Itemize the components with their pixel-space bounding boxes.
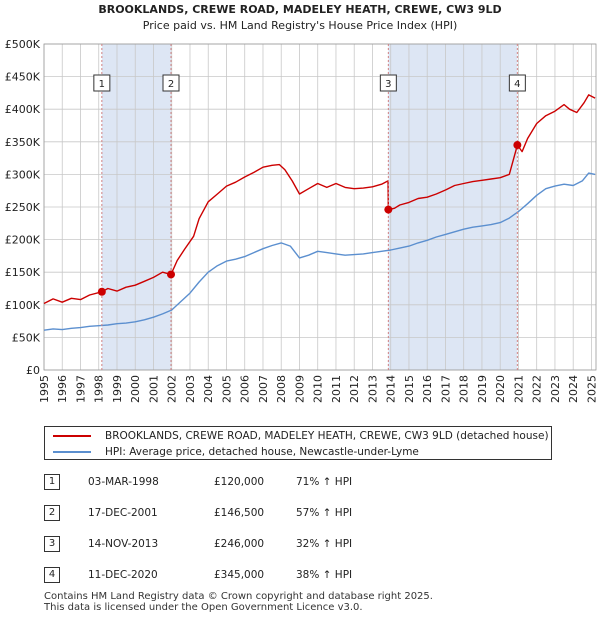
x-tick-label: 2024 <box>567 375 580 403</box>
x-tick-label: 2018 <box>458 375 471 403</box>
table-row: 1 03-MAR-1998 £120,000 71% ↑ HPI <box>44 474 444 492</box>
footer: Contains HM Land Registry data © Crown c… <box>44 591 433 613</box>
plot-frame <box>43 43 597 371</box>
chart-subtitle: Price paid vs. HM Land Registry's House … <box>143 19 458 32</box>
x-tick-label: 2022 <box>531 375 544 403</box>
sale-point <box>513 141 522 150</box>
x-tick-label: 2006 <box>239 375 252 403</box>
y-tick-label: £150K <box>5 266 41 279</box>
x-tick-label: 2010 <box>312 375 325 403</box>
sale-date: 14-NOV-2013 <box>88 538 159 550</box>
sale-hpi-change: 38% ↑ HPI <box>296 569 353 581</box>
series-line <box>43 94 596 305</box>
x-tick-label: 1999 <box>111 375 124 403</box>
x-tick-label: 2023 <box>549 375 562 403</box>
x-tick-label: 2020 <box>494 375 507 403</box>
sale-hpi-change: 32% ↑ HPI <box>296 538 353 550</box>
sale-hpi-change: 71% ↑ HPI <box>296 476 353 488</box>
sale-price: £345,000 <box>214 569 265 581</box>
x-tick-label: 2000 <box>129 375 142 403</box>
footer-licence: This data is licensed under the Open Gov… <box>44 602 363 613</box>
x-tick-label: 2013 <box>366 375 379 403</box>
y-tick-label: £400K <box>5 103 41 116</box>
y-tick-label: £300K <box>5 168 41 181</box>
legend-item-hpi: HPI: Average price, detached house, Newc… <box>53 444 419 460</box>
x-tick-label: 2017 <box>439 375 452 403</box>
y-tick-label: £250K <box>5 201 41 214</box>
sale-index-label: 2 <box>168 79 174 90</box>
y-tick-label: £450K <box>5 71 41 84</box>
sale-index-box: 2 <box>44 505 60 521</box>
series-line <box>43 172 596 331</box>
x-tick-label: 2004 <box>202 375 215 403</box>
sale-index-marker <box>162 74 180 92</box>
sale-index-box: 3 <box>44 536 60 552</box>
x-tick-label: 2012 <box>348 375 361 403</box>
y-tick-label: £50K <box>12 331 41 344</box>
x-tick-label: 2011 <box>330 375 343 403</box>
legend-label-hpi: HPI: Average price, detached house, Newc… <box>105 446 419 458</box>
legend-label-property: BROOKLANDS, CREWE ROAD, MADELEY HEATH, C… <box>105 430 549 442</box>
legend-line-property <box>53 435 91 437</box>
x-tick-label: 1998 <box>93 375 106 403</box>
x-tick-label: 2001 <box>147 375 160 403</box>
table-row: 3 14-NOV-2013 £246,000 32% ↑ HPI <box>44 536 444 554</box>
table-row: 2 17-DEC-2001 £146,500 57% ↑ HPI <box>44 505 444 523</box>
sale-index-marker <box>93 74 111 92</box>
sale-hpi-change: 57% ↑ HPI <box>296 507 353 519</box>
y-tick-label: £200K <box>5 234 41 247</box>
sale-price: £146,500 <box>214 507 265 519</box>
x-tick-label: 2005 <box>220 375 233 403</box>
sale-date: 17-DEC-2001 <box>88 507 158 519</box>
x-tick-label: 2021 <box>512 375 525 403</box>
sale-date: 11-DEC-2020 <box>88 569 158 581</box>
legend: BROOKLANDS, CREWE ROAD, MADELEY HEATH, C… <box>44 426 552 460</box>
sale-index-box: 4 <box>44 567 60 583</box>
sale-price: £120,000 <box>214 476 265 488</box>
table-row: 4 11-DEC-2020 £345,000 38% ↑ HPI <box>44 567 444 585</box>
x-tick-label: 2009 <box>293 375 306 403</box>
sale-index-box: 1 <box>44 474 60 490</box>
sale-date: 03-MAR-1998 <box>88 476 159 488</box>
sale-index-marker <box>379 74 397 92</box>
sale-point <box>167 270 176 279</box>
chart-title: BROOKLANDS, CREWE ROAD, MADELEY HEATH, C… <box>98 3 501 16</box>
sale-point <box>97 287 106 296</box>
legend-item-property: BROOKLANDS, CREWE ROAD, MADELEY HEATH, C… <box>53 428 549 444</box>
x-tick-label: 2016 <box>421 375 434 403</box>
y-tick-label: £350K <box>5 136 41 149</box>
x-tick-label: 2008 <box>275 375 288 403</box>
x-tick-label: 2019 <box>476 375 489 403</box>
sale-index-label: 1 <box>99 79 105 90</box>
price-chart: BROOKLANDS, CREWE ROAD, MADELEY HEATH, C… <box>5 3 599 403</box>
x-tick-label: 1996 <box>56 375 69 403</box>
x-tick-label: 2014 <box>385 375 398 403</box>
sale-index-marker <box>508 74 526 92</box>
legend-line-hpi <box>53 451 91 453</box>
x-tick-label: 2007 <box>257 375 270 403</box>
x-tick-label: 2003 <box>184 375 197 403</box>
x-tick-label: 2015 <box>403 375 416 403</box>
sale-price: £246,000 <box>214 538 265 550</box>
x-tick-label: 1995 <box>38 375 51 403</box>
sale-point <box>384 205 393 214</box>
y-tick-label: £500K <box>5 38 41 51</box>
y-tick-label: £0 <box>26 364 40 377</box>
x-tick-label: 1997 <box>74 375 87 403</box>
x-tick-label: 2025 <box>585 375 598 403</box>
x-tick-label: 2002 <box>166 375 179 403</box>
sale-index-label: 4 <box>514 79 520 90</box>
y-tick-label: £100K <box>5 299 41 312</box>
sale-index-label: 3 <box>385 79 391 90</box>
footer-copyright: Contains HM Land Registry data © Crown c… <box>44 591 433 602</box>
